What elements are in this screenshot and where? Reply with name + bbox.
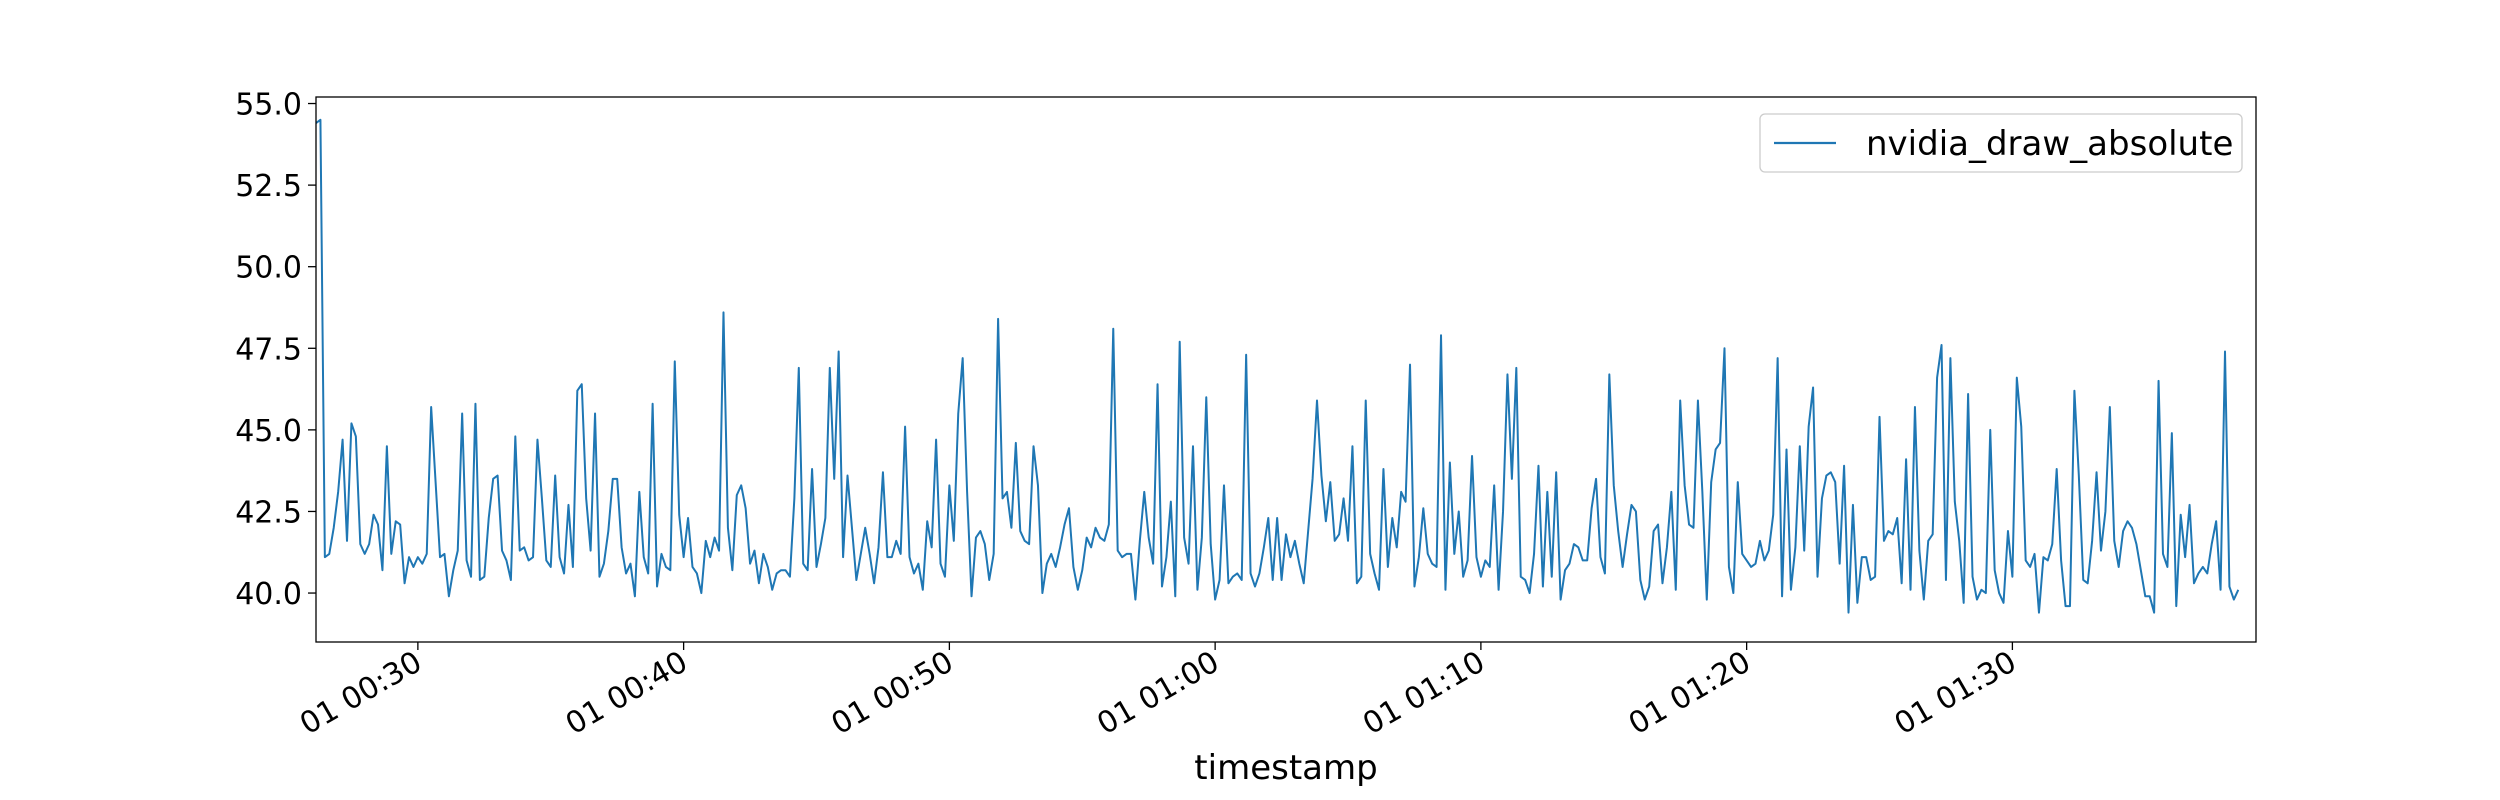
y-tick-label: 52.5 bbox=[235, 169, 302, 204]
x-tick-label: 01 01:10 bbox=[1357, 645, 1491, 742]
series-line-0 bbox=[315, 118, 2240, 614]
x-tick-label: 01 00:30 bbox=[294, 645, 428, 742]
x-tick-label: 01 01:20 bbox=[1623, 645, 1757, 742]
x-tick-label: 01 01:30 bbox=[1889, 645, 2023, 742]
legend-box bbox=[1759, 113, 2243, 173]
y-tick-label: 40.0 bbox=[235, 577, 302, 612]
plot-marks bbox=[315, 118, 2240, 614]
y-axis: 40.0 42.5 45.0 47.5 50.0 52.5 55.0 bbox=[235, 88, 316, 612]
y-tick-label: 50.0 bbox=[235, 251, 302, 286]
y-tick-label: 47.5 bbox=[235, 332, 302, 367]
legend: nvidia_draw_absolute bbox=[1759, 113, 2243, 173]
legend-entry-label: nvidia_draw_absolute bbox=[1866, 124, 2233, 164]
y-tick-label: 55.0 bbox=[235, 88, 302, 123]
y-tick-label: 42.5 bbox=[235, 495, 302, 530]
x-axis: 01 00:30 01 00:40 01 00:50 01 01:00 01 01:10… bbox=[294, 642, 2022, 742]
x-tick-label: 01 00:50 bbox=[826, 645, 960, 742]
x-axis-title: timestamp bbox=[1194, 748, 1377, 788]
plot-frame bbox=[315, 96, 2257, 643]
x-tick-label: 01 01:00 bbox=[1091, 645, 1225, 742]
x-tick-label: 01 00:40 bbox=[560, 645, 694, 742]
y-tick-label: 45.0 bbox=[235, 414, 302, 449]
